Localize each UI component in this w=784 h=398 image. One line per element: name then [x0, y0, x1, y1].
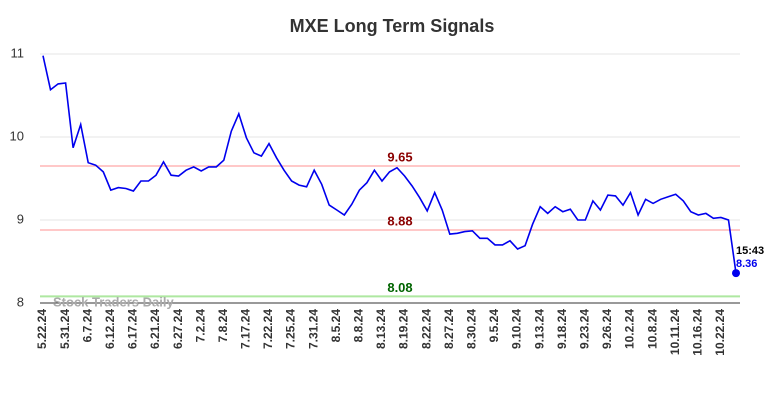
x-tick-label: 8.22.24 — [419, 309, 433, 349]
x-tick-label: 7.22.24 — [261, 309, 275, 349]
x-tick-label: 6.7.24 — [80, 309, 94, 343]
signal-label: 8.88 — [387, 213, 412, 228]
price-line — [42, 55, 737, 274]
x-tick-label: 7.17.24 — [239, 309, 253, 349]
chart-title: MXE Long Term Signals — [290, 16, 495, 36]
x-tick-label: 7.2.24 — [193, 309, 207, 343]
x-tick-label: 5.31.24 — [58, 309, 72, 349]
x-tick-label: 10.8.24 — [645, 309, 659, 349]
x-tick-label: 8.8.24 — [352, 309, 366, 343]
y-tick-label: 8 — [17, 294, 24, 309]
x-tick-label: 10.2.24 — [623, 309, 637, 349]
x-tick-label: 6.21.24 — [148, 309, 162, 349]
last-time: 15:43 — [736, 245, 764, 257]
x-tick-label: 10.16.24 — [691, 309, 705, 356]
x-tick-label: 10.22.24 — [713, 309, 727, 356]
x-tick-label: 8.27.24 — [442, 309, 456, 349]
x-tick-label: 7.31.24 — [306, 309, 320, 349]
signal-label: 9.65 — [387, 149, 412, 164]
y-tick-label: 10 — [10, 128, 24, 143]
watermark: Stock Traders Daily — [53, 294, 174, 309]
x-tick-label: 6.27.24 — [171, 309, 185, 349]
x-tick-label: 9.18.24 — [555, 309, 569, 349]
y-tick-label: 9 — [17, 211, 24, 226]
last-value: 8.36 — [736, 258, 757, 270]
x-tick-label: 6.12.24 — [103, 309, 117, 349]
x-tick-label: 9.10.24 — [510, 309, 524, 349]
x-tick-label: 6.17.24 — [126, 309, 140, 349]
x-tick-label: 10.11.24 — [668, 309, 682, 355]
x-tick-label: 8.19.24 — [397, 309, 411, 349]
last-point — [732, 269, 740, 278]
x-tick-label: 8.30.24 — [465, 309, 479, 349]
signal-label: 8.08 — [387, 280, 412, 295]
x-tick-label: 8.5.24 — [329, 309, 343, 343]
x-tick-label: 5.22.24 — [35, 309, 49, 349]
x-tick-label: 8.13.24 — [374, 309, 388, 349]
x-tick-label: 7.8.24 — [216, 309, 230, 343]
x-tick-label: 9.23.24 — [578, 309, 592, 349]
x-tick-label: 7.25.24 — [284, 309, 298, 349]
x-tick-label: 9.5.24 — [487, 309, 501, 343]
x-tick-label: 9.26.24 — [600, 309, 614, 349]
x-tick-label: 9.13.24 — [532, 309, 546, 349]
y-tick-label: 11 — [11, 45, 25, 60]
